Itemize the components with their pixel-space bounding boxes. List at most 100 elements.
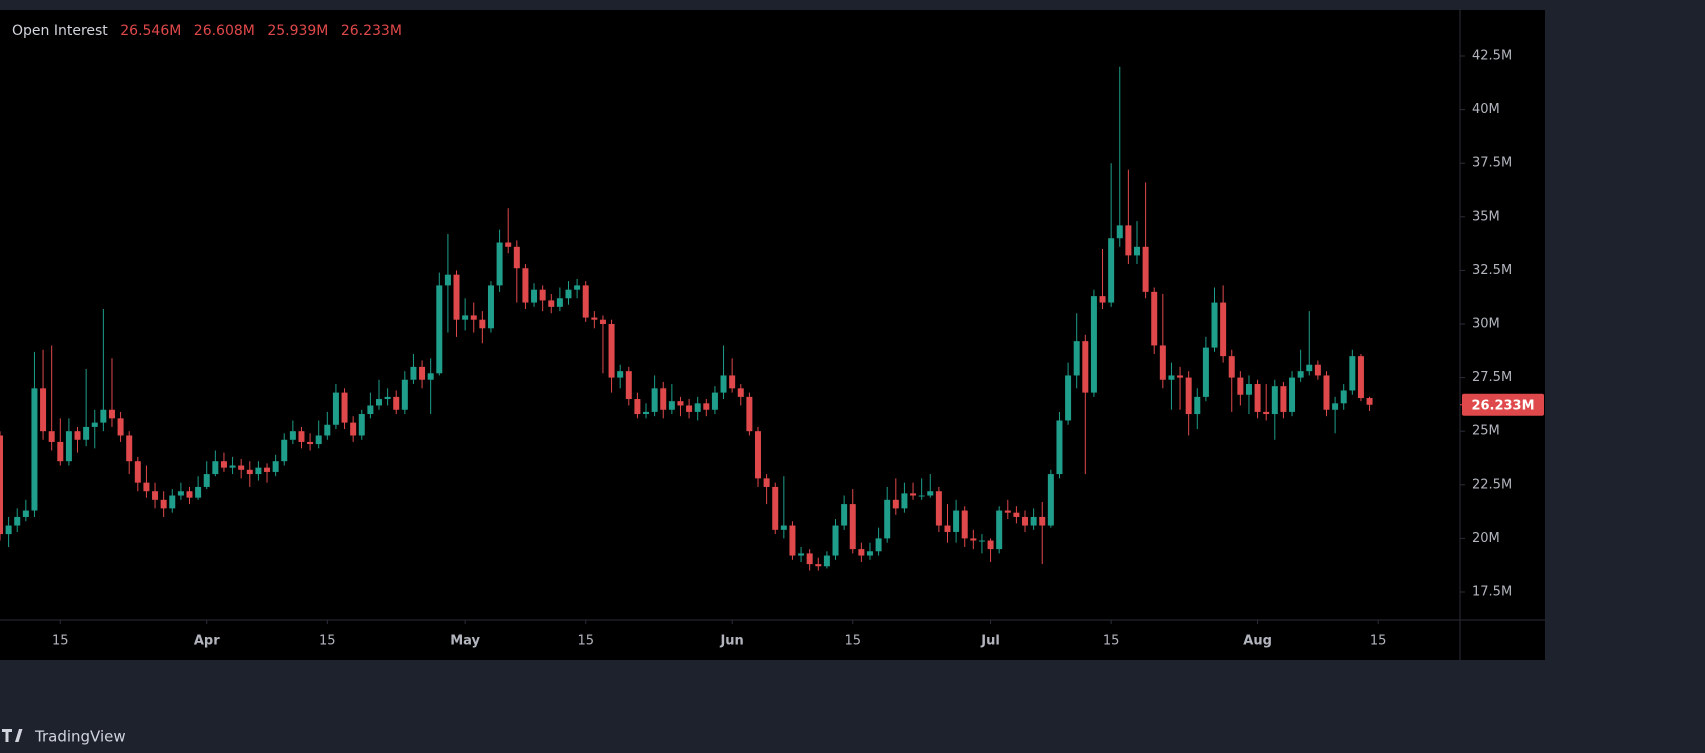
candle-body: [858, 549, 865, 556]
logo: [2, 729, 23, 742]
candle-body: [711, 392, 718, 410]
candle-body: [935, 491, 942, 526]
candle-body: [522, 268, 529, 303]
legend-value: 26.546M: [120, 23, 181, 39]
y-tick-label: 37.5M: [1472, 156, 1512, 171]
candle-body: [1082, 341, 1089, 393]
candle-body: [1099, 296, 1106, 303]
candle-body: [160, 499, 167, 509]
candle-body: [298, 431, 305, 442]
x-tick-label: May: [450, 634, 480, 649]
last-price-tag: [1462, 393, 1544, 416]
candle-body: [556, 298, 563, 307]
candle-body: [505, 242, 512, 247]
candle-body: [763, 478, 770, 487]
candle-body: [31, 388, 38, 511]
candle-body: [1228, 356, 1235, 378]
candle-body: [574, 285, 581, 290]
candle-body: [358, 414, 365, 436]
watermark: TradingView: [34, 728, 126, 746]
candle-body: [1159, 345, 1166, 380]
candle-body: [1280, 386, 1287, 412]
candle-body: [892, 499, 899, 509]
y-tick-label: 35M: [1472, 209, 1500, 224]
candle-body: [48, 431, 55, 442]
y-tick-label: 40M: [1472, 102, 1500, 117]
candle-body: [315, 435, 322, 445]
candle-body: [513, 246, 520, 269]
candle-body: [772, 486, 779, 530]
legend-value: 26.233M: [341, 23, 402, 39]
candle-body: [927, 491, 934, 496]
candle-body: [1254, 384, 1261, 412]
x-tick-label: Jul: [980, 634, 1000, 649]
candle-body: [0, 435, 3, 535]
candle-body: [496, 242, 503, 286]
chart-panel: [0, 10, 1545, 660]
candle-body: [1168, 375, 1175, 380]
candle-body: [1022, 516, 1029, 526]
x-tick-label: Aug: [1243, 634, 1272, 649]
candle-body: [591, 317, 598, 320]
candle-body: [272, 461, 279, 472]
candle-body: [1211, 302, 1218, 348]
candle-body: [798, 553, 805, 556]
candle-body: [1323, 375, 1330, 410]
candle-body: [462, 315, 469, 320]
y-tick-label: 30M: [1472, 316, 1500, 331]
candle-body: [410, 366, 417, 380]
candle-body: [22, 510, 29, 517]
candle-body: [1047, 474, 1054, 526]
candle-body: [1151, 291, 1158, 346]
x-tick-label: Jun: [719, 634, 743, 649]
candle-body: [401, 379, 408, 410]
candle-body: [754, 431, 761, 479]
candle-body: [1133, 246, 1140, 256]
candle-body: [780, 525, 787, 530]
candle-body: [453, 274, 460, 320]
candle-body: [1314, 364, 1321, 376]
candle-body: [212, 461, 219, 475]
legend-value: 26.608M: [194, 23, 255, 39]
candle-body: [1004, 510, 1011, 513]
candle-body: [246, 469, 253, 475]
candle-body: [1056, 420, 1063, 475]
candle-body: [1039, 516, 1046, 526]
candle-body: [152, 491, 159, 500]
candle-body: [703, 403, 710, 410]
candle-body: [806, 553, 813, 565]
candle-body: [57, 441, 64, 462]
x-tick-label: 15: [319, 634, 336, 649]
y-tick-label: 42.5M: [1472, 48, 1512, 63]
candle-body: [1271, 386, 1278, 415]
legend-title: Open Interest: [12, 23, 108, 39]
candle-body: [444, 274, 451, 286]
candle-body: [617, 371, 624, 378]
candle-body: [479, 319, 486, 329]
candle-body: [487, 285, 494, 329]
candle-body: [884, 499, 891, 539]
candle-body: [841, 504, 848, 526]
candle-body: [729, 375, 736, 389]
candle-body: [531, 289, 538, 303]
candle-body: [384, 396, 391, 400]
candle-body: [307, 441, 314, 445]
candle-body: [1349, 356, 1356, 391]
candle-body: [1297, 371, 1304, 378]
candle-body: [1142, 246, 1149, 292]
candle-body: [14, 516, 21, 526]
candle-body: [177, 491, 184, 496]
candle-body: [901, 493, 908, 509]
candle-body: [565, 289, 572, 299]
x-tick-label: 15: [52, 634, 69, 649]
candle-body: [1116, 225, 1123, 239]
candle-body: [823, 555, 830, 567]
candle-body: [1289, 377, 1296, 412]
candle-body: [393, 396, 400, 410]
candle-body: [427, 373, 434, 380]
candle-body: [608, 323, 615, 378]
candle-body: [832, 525, 839, 556]
candle-body: [134, 461, 141, 483]
candle-body: [1125, 225, 1132, 256]
